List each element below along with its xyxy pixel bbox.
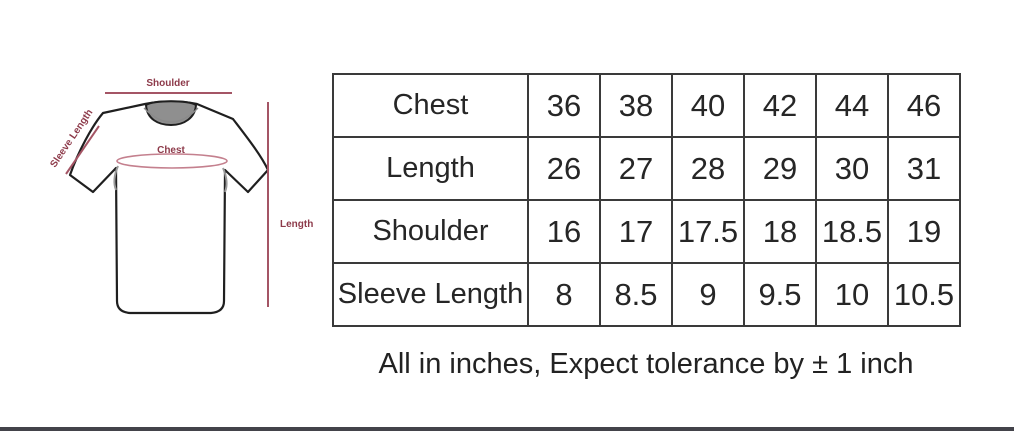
table-cell: 18	[743, 199, 817, 264]
tshirt-diagram-svg: Shoulder Sleeve Length Chest Length	[48, 78, 313, 315]
table-row-sleeve-length: Sleeve Length 8 8.5 9 9.5 10 10.5	[332, 262, 961, 327]
tshirt-armpit-shade-right	[222, 167, 228, 193]
bottom-divider-bar	[0, 427, 1014, 431]
shoulder-label: Shoulder	[146, 78, 189, 89]
tshirt-measurement-diagram: Shoulder Sleeve Length Chest Length	[40, 60, 320, 330]
table-row-chest: Chest 36 38 40 42 44 46	[332, 73, 961, 138]
row-label-sleeve-length: Sleeve Length	[332, 262, 529, 327]
table-cell: 10.5	[887, 262, 961, 327]
table-cell: 17	[599, 199, 673, 264]
row-label-chest: Chest	[332, 73, 529, 138]
table-cell: 9.5	[743, 262, 817, 327]
table-cell: 26	[527, 136, 601, 201]
table-cell: 19	[887, 199, 961, 264]
table-cell: 18.5	[815, 199, 889, 264]
tshirt-armpit-shade-left	[113, 165, 119, 191]
table-cell: 9	[671, 262, 745, 327]
table-row-shoulder: Shoulder 16 17 17.5 18 18.5 19	[332, 199, 961, 264]
tolerance-footnote: All in inches, Expect tolerance by ± 1 i…	[378, 348, 914, 380]
table-cell: 30	[815, 136, 889, 201]
tshirt-outline	[68, 100, 270, 315]
table-cell: 10	[815, 262, 889, 327]
table-cell: 16	[527, 199, 601, 264]
tshirt-collar-seam	[143, 107, 199, 123]
table-cell: 44	[815, 73, 889, 138]
row-label-length: Length	[332, 136, 529, 201]
table-row-length: Length 26 27 28 29 30 31	[332, 136, 961, 201]
table-cell: 42	[743, 73, 817, 138]
length-label: Length	[280, 219, 313, 230]
chest-measure-ellipse	[116, 153, 228, 169]
table-cell: 40	[671, 73, 745, 138]
table-cell: 17.5	[671, 199, 745, 264]
table-cell: 31	[887, 136, 961, 201]
table-cell: 38	[599, 73, 673, 138]
table-cell: 8	[527, 262, 601, 327]
table-cell: 27	[599, 136, 673, 201]
table-cell: 29	[743, 136, 817, 201]
table-cell: 8.5	[599, 262, 673, 327]
chest-label: Chest	[157, 145, 185, 156]
table-cell: 28	[671, 136, 745, 201]
table-cell: 46	[887, 73, 961, 138]
size-table: Chest 36 38 40 42 44 46 Length 26 27 28 …	[332, 73, 961, 327]
table-cell: 36	[527, 73, 601, 138]
sleeve-length-measure-line	[65, 125, 100, 175]
row-label-shoulder: Shoulder	[332, 199, 529, 264]
